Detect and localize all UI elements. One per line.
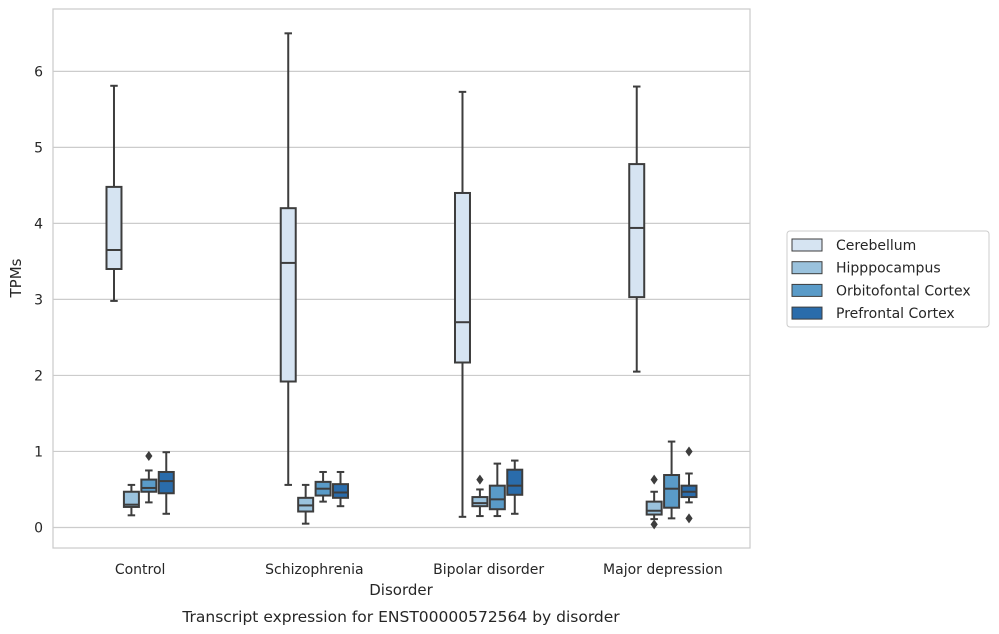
y-tick-label: 4	[34, 216, 43, 232]
box-body	[488, 484, 506, 511]
outlier-point	[145, 451, 153, 462]
y-tick-label: 3	[34, 292, 43, 308]
box-cerebellum-bipolar-disorder	[453, 90, 471, 518]
plot-frame	[52, 8, 751, 549]
outlier-point	[650, 519, 658, 530]
box-prefrontal-cortex-control	[157, 451, 175, 515]
box-prefrontal-cortex-major-depression	[680, 446, 698, 524]
box-orbitofontal-cortex-control	[140, 451, 158, 504]
outlier-point	[685, 513, 693, 524]
x-axis-title: Disorder	[369, 581, 433, 599]
box-body	[628, 163, 646, 299]
grid-lines	[53, 70, 750, 529]
box-hipppocampus-bipolar-disorder	[471, 474, 489, 518]
outlier-point	[685, 446, 693, 457]
box-orbitofontal-cortex-schizophrenia	[314, 470, 332, 503]
x-tick-label-major-depression: Major depression	[603, 562, 723, 578]
boxes	[105, 32, 698, 530]
legend: Cerebellum Hipppocampus Orbitofontal Corte…	[786, 230, 990, 328]
outlier-point	[476, 474, 484, 485]
box-orbitofontal-cortex-bipolar-disorder	[488, 462, 506, 518]
box-body	[105, 185, 123, 270]
legend-swatch-hipppocampus	[791, 261, 823, 275]
legend-label-hipppocampus: Hipppocampus	[836, 261, 941, 277]
box-body	[663, 474, 681, 509]
x-tick-label-control: Control	[115, 562, 166, 578]
y-tick-label: 6	[34, 64, 43, 80]
chart-title: Transcript expression for ENST0000057256…	[181, 608, 620, 626]
legend-label-cerebellum: Cerebellum	[836, 238, 916, 254]
y-tick-label: 0	[34, 520, 43, 536]
box-cerebellum-control	[105, 84, 123, 302]
legend-label-prefrontal-cortex: Prefrontal Cortex	[836, 306, 955, 322]
y-tick-label: 5	[34, 140, 43, 156]
box-body	[645, 500, 663, 516]
legend-items: Cerebellum Hipppocampus Orbitofontal Corte…	[791, 238, 971, 322]
box-body	[453, 191, 471, 364]
legend-swatch-cerebellum	[791, 238, 823, 252]
box-body	[471, 496, 489, 508]
box-body	[506, 468, 524, 496]
x-tick-labels: Control Schizophrenia Bipolar disorder Majo…	[115, 562, 723, 578]
legend-swatch-orbitofontal-cortex	[791, 283, 823, 297]
box-body	[157, 470, 175, 495]
y-axis-title: TPMs	[7, 258, 25, 298]
x-tick-label-schizophrenia: Schizophrenia	[265, 562, 363, 578]
box-cerebellum-major-depression	[628, 85, 646, 373]
box-cerebellum-schizophrenia	[279, 32, 297, 486]
legend-swatch-prefrontal-cortex	[791, 306, 823, 320]
box-prefrontal-cortex-schizophrenia	[332, 470, 350, 508]
y-tick-label: 2	[34, 368, 43, 384]
x-tick-label-bipolar-disorder: Bipolar disorder	[433, 562, 544, 578]
box-hipppocampus-control	[122, 483, 140, 517]
box-prefrontal-cortex-bipolar-disorder	[506, 459, 524, 515]
box-orbitofontal-cortex-major-depression	[663, 440, 681, 520]
box-body	[122, 490, 140, 508]
outlier-point	[650, 474, 658, 485]
legend-label-orbitofontal-cortex: Orbitofontal Cortex	[836, 283, 971, 299]
box-hipppocampus-schizophrenia	[297, 483, 315, 525]
box-body	[140, 478, 158, 493]
y-tick-labels: 0 1 2 3 4 5 6	[34, 64, 43, 536]
box-body	[332, 483, 350, 499]
legend-frame	[786, 230, 990, 328]
y-tick-label: 1	[34, 444, 43, 460]
box-hipppocampus-major-depression	[645, 474, 663, 530]
box-body	[279, 207, 297, 383]
